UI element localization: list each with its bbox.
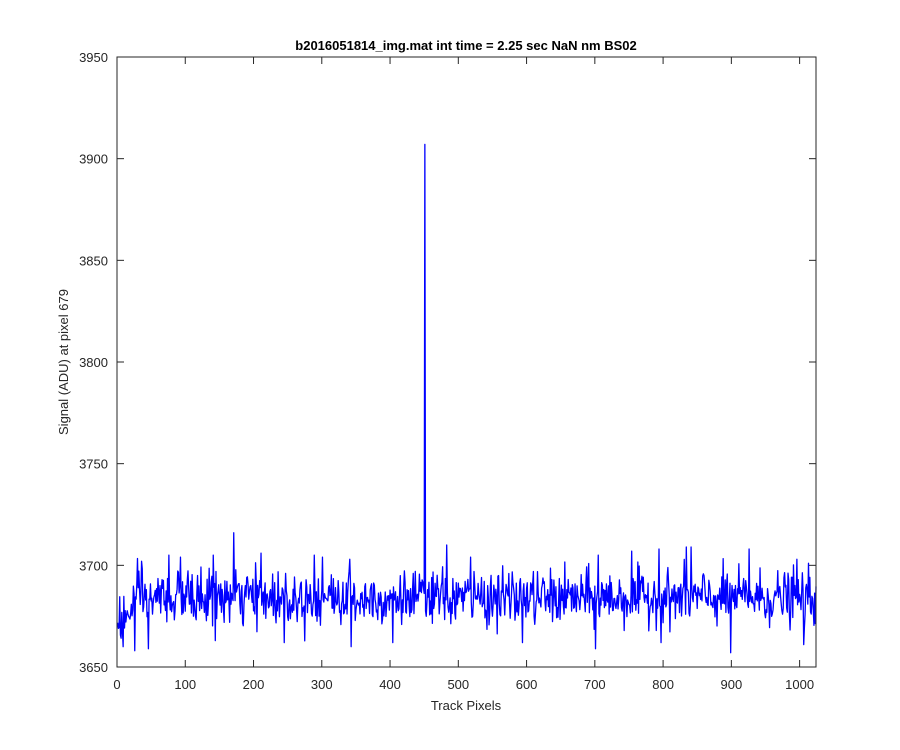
plot-area [116,56,817,668]
chart-title: b2016051814_img.mat int time = 2.25 sec … [295,38,636,53]
x-tick-label: 300 [311,677,333,692]
signal-line [117,143,817,654]
x-tick-label: 400 [379,677,401,692]
x-tick-label: 500 [447,677,469,692]
x-tick-label: 100 [174,677,196,692]
y-tick-label: 3900 [79,152,108,167]
y-tick-label: 3750 [79,457,108,472]
y-tick-label: 3950 [79,50,108,65]
x-axis-label: Track Pixels [431,698,502,713]
y-tick-label: 3650 [79,660,108,675]
y-tick-label: 3850 [79,253,108,268]
x-tick-label: 600 [516,677,538,692]
x-tick-label: 0 [113,677,120,692]
y-axis-label: Signal (ADU) at pixel 679 [56,289,71,435]
axes-border [116,56,817,668]
y-tick-label: 3800 [79,355,108,370]
x-tick-label: 200 [243,677,265,692]
y-tick-label: 3700 [79,558,108,573]
x-tick-label: 700 [584,677,606,692]
x-tick-label: 800 [652,677,674,692]
axes-box [116,56,817,668]
x-tick-label: 1000 [785,677,814,692]
x-tick-label: 900 [721,677,743,692]
